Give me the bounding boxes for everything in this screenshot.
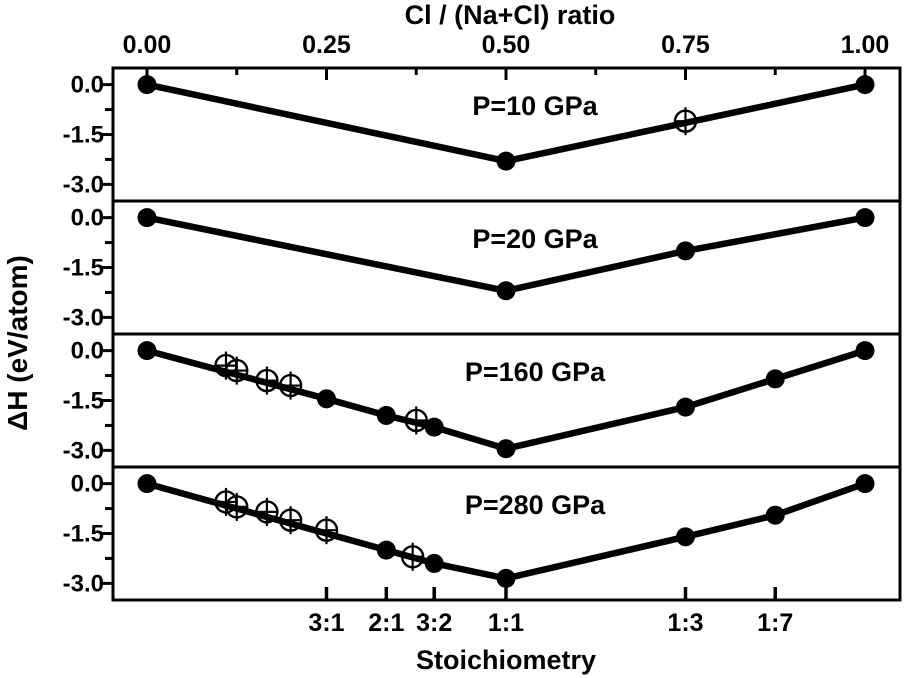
- top-axis-tick-label: 1.00: [841, 31, 890, 59]
- y-axis-tick-label: 0.0: [71, 338, 104, 365]
- stable-point: [376, 540, 396, 560]
- y-axis-tick-label: -1.5: [63, 122, 104, 149]
- bottom-axis-tick-label: 1:1: [488, 609, 524, 637]
- stable-point: [317, 389, 336, 409]
- stable-point: [855, 474, 875, 494]
- pressure-panel-3: P=280 GPa: [137, 474, 875, 588]
- stable-point: [676, 527, 695, 547]
- stable-point: [496, 281, 516, 301]
- top-axis-tick-label: 0.75: [661, 31, 710, 59]
- y-axis-tick-label: -3.0: [63, 171, 104, 198]
- bottom-axis: 3:1 2:1 3:2 1:1 1:3 1:7 Stoichiometry: [308, 587, 793, 675]
- pressure-panel-0: P=10 GPa: [137, 75, 875, 171]
- y-axis-tick-label: -1.5: [63, 255, 104, 282]
- y-axis-tick-label: 0.0: [71, 205, 104, 232]
- bottom-axis-tick-label: 1:7: [757, 609, 793, 637]
- y-axis-title: ΔH (eV/atom): [2, 255, 33, 431]
- stable-point: [676, 241, 695, 261]
- top-axis-title: Cl / (Na+Cl) ratio: [405, 0, 616, 30]
- crossed-open-circle-marker: [278, 506, 303, 535]
- panel-pressure-label: P=280 GPa: [465, 490, 606, 520]
- pressure-panel-1: P=20 GPa: [137, 208, 875, 301]
- y-axis-tick-label: 0.0: [71, 72, 104, 99]
- y-axis-tick-label: -1.5: [63, 521, 104, 548]
- top-axis: 0.00 0.25 0.50 0.75 1.00 Cl / (Na+Cl) ratio: [123, 0, 890, 80]
- crossed-open-circle-marker: [255, 497, 279, 526]
- y-axis-tick-label: -3.0: [63, 437, 104, 464]
- stable-point: [137, 474, 157, 494]
- crossed-open-circle-marker: [314, 516, 339, 545]
- crossed-open-circle-marker: [278, 371, 303, 400]
- crossed-open-circle-marker: [255, 366, 279, 395]
- stable-point: [855, 208, 875, 228]
- stable-point: [855, 341, 875, 361]
- stable-point: [424, 417, 444, 437]
- y-axis-tick-label: -3.0: [63, 304, 104, 331]
- top-axis-tick-label: 0.50: [482, 31, 531, 59]
- stable-point: [765, 505, 785, 525]
- stable-point: [496, 439, 516, 459]
- stable-point: [765, 369, 785, 389]
- panel-pressure-label: P=20 GPa: [472, 224, 598, 254]
- crossed-open-circle-marker: [673, 107, 698, 136]
- bottom-axis-tick-label: 3:1: [308, 609, 344, 637]
- y-axis-tick-label: -3.0: [63, 570, 104, 597]
- hull-line: [143, 347, 869, 453]
- stable-point: [137, 208, 157, 228]
- bottom-axis-title: Stoichiometry: [416, 645, 596, 675]
- crossed-open-circle-marker: [225, 356, 249, 385]
- crossed-open-circle-marker: [400, 542, 425, 571]
- crossed-open-circle-marker: [404, 406, 428, 435]
- bottom-axis-tick-label: 1:3: [667, 609, 703, 637]
- bottom-axis-tick-label: 3:2: [416, 609, 452, 637]
- panel-pressure-label: P=160 GPa: [465, 357, 606, 387]
- stable-point: [137, 75, 157, 95]
- stable-point: [376, 405, 396, 425]
- y-axis: 0.0 -1.5 -3.0 0.0 -1.5 -3.0 0.0 -1.5 -3.0 0.0 -1.5…: [2, 72, 113, 597]
- stable-point: [424, 553, 444, 573]
- y-axis-tick-label: 0.0: [71, 471, 104, 498]
- stable-point: [496, 568, 516, 588]
- top-axis-tick-label: 0.00: [123, 31, 172, 59]
- top-axis-tick-label: 0.25: [302, 31, 351, 59]
- pressure-panel-2: P=160 GPa: [137, 341, 875, 459]
- y-axis-tick-label: -1.5: [63, 388, 104, 415]
- stable-point: [137, 341, 157, 361]
- stable-point: [676, 397, 695, 417]
- bottom-axis-tick-label: 2:1: [368, 609, 404, 637]
- stable-point: [496, 151, 516, 171]
- stable-point: [855, 75, 875, 95]
- crossed-open-circle-marker: [225, 492, 249, 521]
- panel-pressure-label: P=10 GPa: [472, 91, 598, 121]
- hull-line: [143, 214, 869, 295]
